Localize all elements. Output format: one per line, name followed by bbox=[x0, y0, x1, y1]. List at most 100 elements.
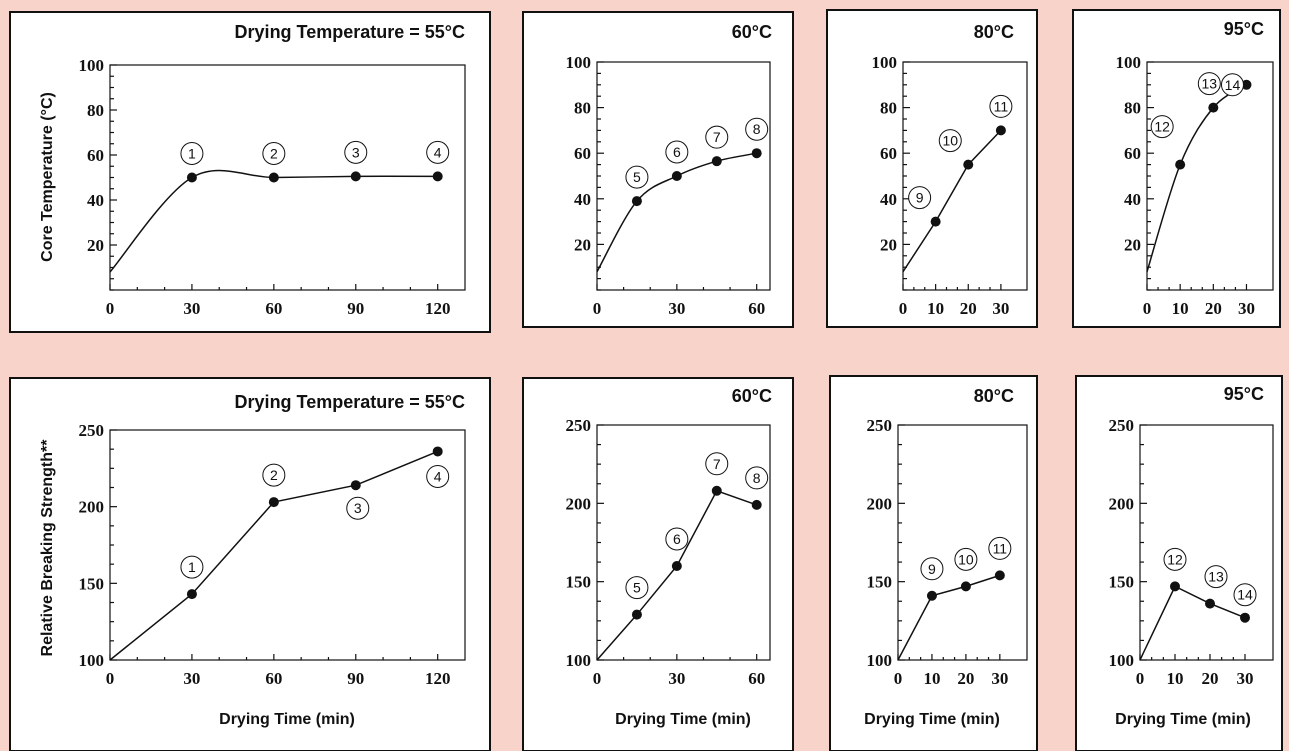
x-tick-label: 30 bbox=[183, 299, 200, 318]
x-tick-label: 60 bbox=[265, 299, 282, 318]
y-axis-title: Relative Breaking Strength** bbox=[39, 439, 56, 657]
point-label: 14 bbox=[1225, 77, 1241, 93]
data-point bbox=[1241, 79, 1252, 90]
panel-title: Drying Temperature = 55°C bbox=[235, 392, 465, 412]
data-point bbox=[350, 171, 361, 182]
y-tick-label: 250 bbox=[867, 416, 893, 435]
point-label: 10 bbox=[958, 551, 974, 567]
panel-title: 80°C bbox=[974, 22, 1014, 42]
data-point bbox=[963, 159, 974, 170]
data-point bbox=[631, 609, 642, 620]
point-label-circle bbox=[180, 142, 204, 165]
x-tick-label: 0 bbox=[593, 299, 602, 318]
y-tick-label: 60 bbox=[87, 146, 104, 165]
y-tick-label: 40 bbox=[1124, 190, 1141, 209]
x-tick-label: 30 bbox=[992, 299, 1009, 318]
panel-title: 95°C bbox=[1224, 19, 1264, 39]
y-tick-label: 20 bbox=[880, 235, 897, 254]
point-label: 1 bbox=[188, 559, 196, 575]
point-label: 8 bbox=[753, 121, 761, 137]
x-tick-label: 20 bbox=[1205, 299, 1222, 318]
point-label: 5 bbox=[633, 580, 641, 596]
point-label: 2 bbox=[270, 146, 278, 162]
y-tick-label: 250 bbox=[1109, 416, 1135, 435]
chart-panel-strength-95: 100 150 200 250 0 10 20 30 95°C Drying Time (min)… bbox=[1075, 375, 1283, 751]
point-label: 10 bbox=[942, 133, 958, 149]
y-tick-label: 100 bbox=[1109, 651, 1135, 670]
data-point bbox=[631, 196, 642, 207]
chart-panel-core-55: 20 40 60 80 100 0 30 60 90 120 Drying Temperature … bbox=[9, 11, 491, 333]
data-point bbox=[671, 561, 682, 571]
y-tick-label: 250 bbox=[566, 416, 592, 435]
data-point bbox=[268, 497, 279, 508]
point-label-circle bbox=[1204, 565, 1228, 589]
x-tick-label: 20 bbox=[1202, 669, 1219, 688]
series-line bbox=[897, 574, 1001, 661]
panel-frame bbox=[522, 11, 794, 328]
y-tick-label: 80 bbox=[880, 99, 897, 118]
point-label-circle bbox=[625, 165, 649, 189]
y-tick-label: 20 bbox=[574, 235, 591, 254]
y-tick-label: 200 bbox=[1109, 494, 1135, 513]
panel-frame bbox=[826, 9, 1038, 328]
point-label-circle bbox=[625, 576, 649, 600]
y-tick-label: 200 bbox=[79, 498, 105, 517]
y-tick-label: 100 bbox=[79, 651, 105, 670]
point-label: 1 bbox=[188, 146, 196, 162]
x-tick-label: 0 bbox=[593, 669, 602, 688]
data-point bbox=[350, 480, 361, 491]
point-label-circle bbox=[1197, 72, 1221, 96]
point-label: 6 bbox=[673, 531, 681, 547]
x-tick-label: 10 bbox=[927, 299, 944, 318]
data-point bbox=[751, 499, 762, 510]
data-point bbox=[930, 216, 941, 227]
point-label-circle bbox=[908, 186, 932, 210]
point-label-circle bbox=[262, 463, 286, 487]
chart-panel-core-80: 20 40 60 80 100 0 10 20 30 80°C 9 10 11 bbox=[826, 9, 1038, 328]
panel-title: 80°C bbox=[974, 386, 1014, 406]
y-tick-label: 100 bbox=[1116, 53, 1142, 72]
y-tick-label: 40 bbox=[574, 190, 591, 209]
x-tick-label: 0 bbox=[1143, 299, 1152, 318]
data-point bbox=[960, 581, 971, 592]
point-label-circle bbox=[426, 140, 450, 164]
y-tick-label: 200 bbox=[867, 494, 893, 513]
y-tick-label: 150 bbox=[867, 573, 893, 592]
point-label-circle bbox=[346, 496, 370, 520]
point-label-circle bbox=[665, 140, 689, 164]
data-point bbox=[1208, 102, 1219, 113]
x-tick-label: 20 bbox=[957, 669, 974, 688]
data-point bbox=[186, 589, 197, 600]
data-point bbox=[186, 172, 197, 183]
y-tick-label: 60 bbox=[880, 144, 897, 163]
y-tick-label: 250 bbox=[79, 421, 105, 440]
y-tick-label: 20 bbox=[1124, 235, 1141, 254]
x-tick-label: 0 bbox=[894, 669, 903, 688]
point-label: 5 bbox=[633, 169, 641, 185]
data-point bbox=[432, 171, 443, 182]
series-line bbox=[1139, 585, 1246, 661]
x-tick-label: 120 bbox=[425, 669, 451, 688]
y-tick-label: 60 bbox=[574, 144, 591, 163]
point-label: 9 bbox=[928, 561, 936, 577]
data-point bbox=[432, 446, 443, 457]
y-tick-label: 100 bbox=[872, 53, 898, 72]
chart-panel-core-95: 20 40 60 80 100 0 10 20 30 95°C 12 13 14 bbox=[1072, 9, 1281, 328]
y-tick-label: 100 bbox=[566, 53, 592, 72]
y-tick-label: 20 bbox=[87, 236, 104, 255]
x-tick-label: 10 bbox=[1172, 299, 1189, 318]
point-label: 2 bbox=[270, 467, 278, 483]
chart-panel-strength-80: 100 150 200 250 0 10 20 30 80°C Drying Time (min)… bbox=[829, 375, 1038, 751]
point-label: 14 bbox=[1237, 587, 1253, 603]
chart-panel-strength-55: 100 150 200 250 0 30 60 90 120 Drying Temperature… bbox=[9, 377, 491, 751]
chart-panel-core-60: 20 40 60 80 100 0 30 60 60°C 5 6 7 8 bbox=[522, 11, 794, 328]
data-point bbox=[995, 125, 1006, 136]
point-label-circle bbox=[426, 464, 450, 488]
data-point bbox=[751, 148, 762, 159]
y-axis-title: Core Temperature (°C) bbox=[39, 92, 56, 262]
x-tick-label: 60 bbox=[265, 669, 282, 688]
y-tick-label: 80 bbox=[87, 101, 104, 120]
y-tick-label: 100 bbox=[867, 651, 893, 670]
point-label: 3 bbox=[352, 144, 360, 160]
x-tick-label: 90 bbox=[347, 669, 364, 688]
